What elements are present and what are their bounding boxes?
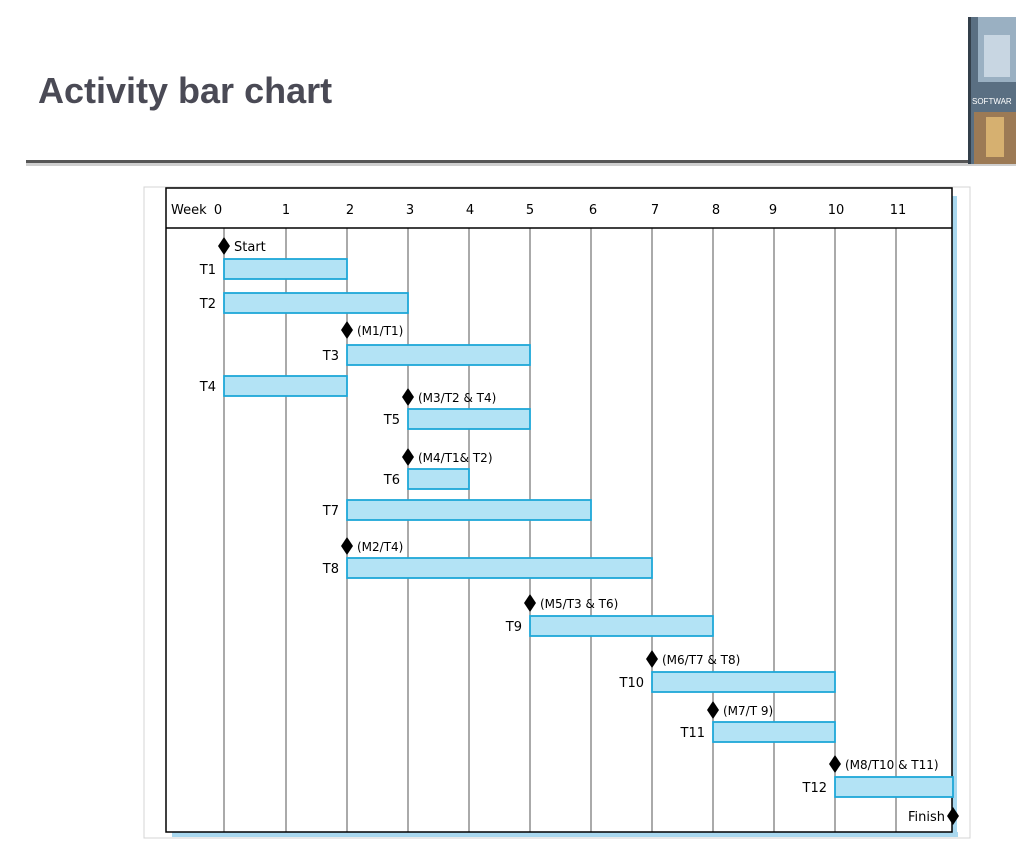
milestone-diamond	[402, 448, 414, 466]
task-bar	[346, 344, 531, 366]
milestone-label: (M4/T1& T2)	[418, 451, 493, 465]
task-bar	[223, 292, 409, 314]
corner-logo: SOFTWAR	[968, 17, 1016, 164]
tick-label: 0	[214, 203, 222, 218]
tick-label: 5	[526, 203, 534, 218]
milestone-label: (M8/T10 & T11)	[845, 758, 939, 772]
milestone-diamond	[829, 755, 841, 773]
logo-text: SOFTWAR	[972, 97, 1012, 106]
title-divider-shadow	[26, 163, 1016, 166]
task-bar	[651, 671, 836, 693]
task-label: T12	[802, 781, 827, 796]
axis-label: Week	[171, 203, 207, 218]
task-bar	[834, 776, 954, 798]
tick-label: 9	[769, 203, 777, 218]
task-bar	[223, 258, 348, 280]
task-label: T10	[619, 676, 644, 691]
milestone-label: (M7/T 9)	[723, 704, 773, 718]
task-bar	[223, 375, 348, 397]
logo-shape	[986, 117, 1004, 157]
chart-frame-shadow	[172, 832, 958, 837]
task-label: T9	[505, 620, 522, 635]
tick-label: 4	[466, 203, 474, 218]
task-bar	[529, 615, 714, 637]
milestone-label: (M6/T7 & T8)	[662, 653, 740, 667]
chart-frame-shadow	[952, 196, 957, 836]
tick-label: 1	[282, 203, 290, 218]
milestone-label: (M5/T3 & T6)	[540, 597, 618, 611]
task-label: T4	[199, 380, 216, 395]
task-label: T8	[322, 562, 339, 577]
milestone-diamond	[341, 321, 353, 339]
task-label: T3	[322, 349, 339, 364]
milestone-diamond	[524, 594, 536, 612]
task-label: T7	[322, 504, 339, 519]
milestone-diamond	[646, 650, 658, 668]
tick-label: 3	[406, 203, 414, 218]
milestone-label: Finish	[908, 810, 945, 825]
task-bar	[407, 408, 531, 430]
logo-stripe	[968, 17, 971, 164]
task-label: T11	[680, 726, 705, 741]
chart-frame	[165, 187, 953, 833]
task-label: T5	[383, 413, 400, 428]
milestone-diamond	[707, 701, 719, 719]
tick-label: 7	[651, 203, 659, 218]
task-bar	[712, 721, 836, 743]
task-bar	[346, 499, 592, 521]
milestone-label: (M1/T1)	[357, 324, 403, 338]
milestone-label: (M2/T4)	[357, 540, 403, 554]
tick-label: 10	[828, 203, 845, 218]
logo-shape	[984, 35, 1010, 77]
task-label: T1	[199, 263, 216, 278]
task-label: T2	[199, 297, 216, 312]
milestone-label: Start	[234, 240, 266, 255]
slide-title: Activity bar chart	[38, 70, 333, 111]
task-bar	[346, 557, 653, 579]
tick-label: 11	[890, 203, 907, 218]
task-bar	[407, 468, 470, 490]
milestone-diamond	[341, 537, 353, 555]
milestone-diamond	[947, 807, 959, 825]
milestone-diamond	[402, 388, 414, 406]
tick-label: 8	[712, 203, 720, 218]
tick-label: 6	[589, 203, 597, 218]
tick-label: 2	[346, 203, 354, 218]
milestone-label: (M3/T2 & T4)	[418, 391, 496, 405]
milestone-diamond	[218, 237, 230, 255]
task-label: T6	[383, 473, 400, 488]
title-divider	[26, 160, 1016, 163]
